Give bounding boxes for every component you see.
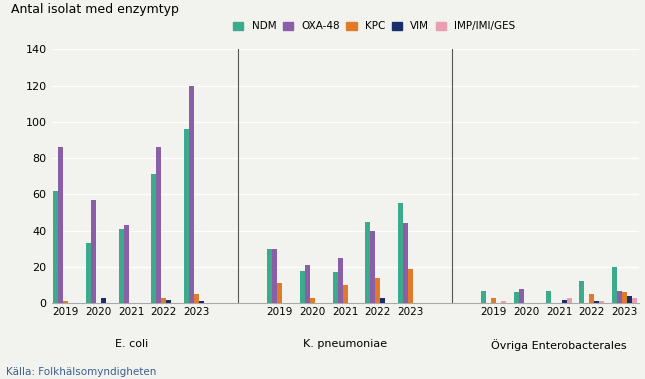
Bar: [519, 289, 524, 303]
Bar: [161, 298, 166, 303]
Bar: [86, 243, 91, 303]
Bar: [300, 271, 305, 303]
Bar: [612, 267, 617, 303]
Bar: [63, 301, 68, 303]
Bar: [627, 296, 632, 303]
Bar: [501, 301, 506, 303]
Bar: [370, 231, 375, 303]
Bar: [590, 294, 594, 303]
Bar: [566, 298, 571, 303]
Bar: [53, 191, 58, 303]
Bar: [617, 290, 622, 303]
Bar: [562, 299, 566, 303]
Bar: [101, 298, 106, 303]
Bar: [166, 299, 172, 303]
Bar: [398, 204, 403, 303]
Bar: [199, 301, 204, 303]
Text: Övriga Enterobacterales: Övriga Enterobacterales: [491, 339, 627, 351]
Text: E. coli: E. coli: [115, 339, 148, 349]
Bar: [310, 298, 315, 303]
Bar: [305, 265, 310, 303]
Legend: NDM, OXA-48, KPC, VIM, IMP/IMI/GES: NDM, OXA-48, KPC, VIM, IMP/IMI/GES: [233, 22, 515, 31]
Bar: [622, 292, 627, 303]
Bar: [342, 285, 348, 303]
Bar: [277, 283, 282, 303]
Bar: [594, 301, 599, 303]
Bar: [599, 301, 604, 303]
Text: Antal isolat med enzymtyp: Antal isolat med enzymtyp: [10, 3, 179, 16]
Bar: [365, 222, 370, 303]
Bar: [408, 269, 413, 303]
Bar: [184, 129, 189, 303]
Text: Källa: Folkhälsomyndigheten: Källa: Folkhälsomyndigheten: [6, 367, 157, 377]
Bar: [375, 278, 381, 303]
Bar: [58, 147, 63, 303]
Bar: [546, 290, 551, 303]
Bar: [91, 200, 96, 303]
Bar: [403, 223, 408, 303]
Bar: [579, 282, 584, 303]
Bar: [267, 249, 272, 303]
Bar: [632, 298, 637, 303]
Bar: [333, 273, 337, 303]
Bar: [481, 290, 486, 303]
Bar: [272, 249, 277, 303]
Bar: [124, 225, 128, 303]
Bar: [513, 292, 519, 303]
Bar: [156, 147, 161, 303]
Bar: [189, 86, 194, 303]
Bar: [152, 174, 156, 303]
Bar: [194, 294, 199, 303]
Bar: [381, 298, 385, 303]
Text: K. pneumoniae: K. pneumoniae: [303, 339, 387, 349]
Bar: [119, 229, 124, 303]
Bar: [337, 258, 342, 303]
Bar: [491, 298, 496, 303]
